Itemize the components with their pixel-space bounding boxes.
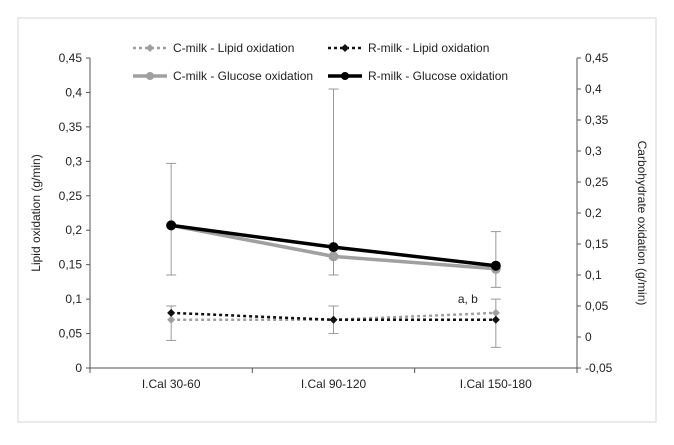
x-tick-label: I.Cal 150-180: [460, 377, 532, 391]
legend-label-c-milk-lipid-oxidation: C-milk - Lipid oxidation: [173, 41, 294, 55]
y-right-tick-label: 0,45: [585, 51, 609, 65]
y-left-tick-label: 0,45: [59, 51, 83, 65]
y-right-tick-label: -0,05: [585, 361, 613, 375]
y-right-tick-label: 0,25: [585, 175, 609, 189]
y-right-tick-label: 0,2: [585, 206, 602, 220]
y-right-tick-label: 0,3: [585, 144, 602, 158]
x-tick-label: I.Cal 90-120: [301, 377, 367, 391]
legend-marker-c-milk-glucose-oxidation: [146, 72, 154, 80]
legend-marker-c-milk-lipid-oxidation: [146, 44, 154, 52]
y-right-tick-label: 0,35: [585, 113, 609, 127]
y-left-tick-label: 0,15: [59, 258, 83, 272]
r-milk-lipid-oxidation-point: [167, 308, 176, 317]
y-left-tick-label: 0,1: [65, 292, 82, 306]
y-left-tick-label: 0,3: [65, 154, 82, 168]
y-left-tick-label: 0,05: [59, 327, 83, 341]
y-left-tick-label: 0,4: [65, 85, 82, 99]
y-right-tick-label: 0,05: [585, 299, 609, 313]
y-left-tick-label: 0,25: [59, 189, 83, 203]
y-right-axis-title: Carbohydrate oxidation (g/min): [635, 141, 649, 306]
c-milk-glucose-oxidation-point: [328, 251, 339, 262]
r-milk-glucose-oxidation-point: [166, 220, 177, 231]
r-milk-glucose-oxidation-point: [490, 260, 501, 271]
y-left-tick-label: 0,35: [59, 120, 83, 134]
c-milk-lipid-oxidation-point: [167, 315, 176, 324]
y-right-tick-label: 0,15: [585, 237, 609, 251]
legend-marker-r-milk-lipid-oxidation: [341, 44, 349, 52]
y-left-axis-title: Lipid oxidation (g/min): [29, 154, 43, 271]
annotation-label: a, b: [458, 292, 478, 306]
legend-label-c-milk-glucose-oxidation: C-milk - Glucose oxidation: [173, 69, 313, 83]
r-milk-lipid-oxidation-point: [491, 315, 500, 324]
c-milk-lipid-oxidation-point: [491, 308, 500, 317]
chart-border: [17, 17, 657, 423]
legend-marker-r-milk-glucose-oxidation: [341, 72, 349, 80]
y-left-tick-label: 0: [75, 361, 82, 375]
legend-label-r-milk-glucose-oxidation: R-milk - Glucose oxidation: [368, 69, 508, 83]
r-milk-lipid-oxidation-point: [329, 315, 338, 324]
y-right-tick-label: 0: [585, 330, 592, 344]
y-right-tick-label: 0,1: [585, 268, 602, 282]
r-milk-glucose-oxidation-point: [328, 242, 339, 253]
x-tick-label: I.Cal 30-60: [142, 377, 201, 391]
y-right-tick-label: 0,4: [585, 82, 602, 96]
legend-label-r-milk-lipid-oxidation: R-milk - Lipid oxidation: [368, 41, 489, 55]
y-left-tick-label: 0,2: [65, 223, 82, 237]
